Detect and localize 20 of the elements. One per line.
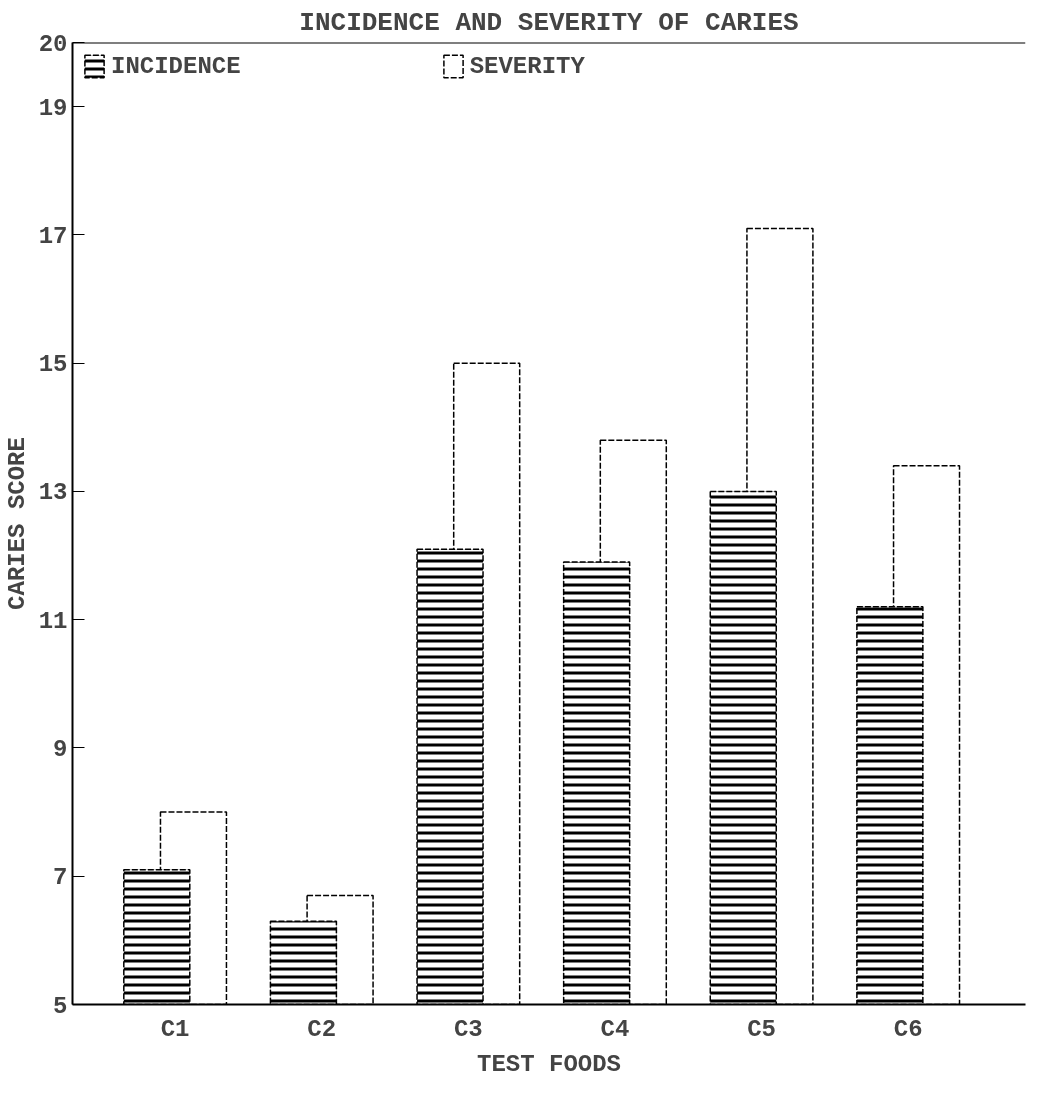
y-axis-title: CARIES SCORE <box>3 437 31 610</box>
y-tick-label: 19 <box>38 94 68 122</box>
y-tick-label: 17 <box>38 222 68 250</box>
legend-label: INCIDENCE <box>111 52 241 80</box>
y-tick-label: 15 <box>38 351 68 379</box>
x-axis-title: TEST FOODS <box>476 1050 622 1078</box>
x-tick-label: C4 <box>600 1015 630 1043</box>
x-tick-label: C6 <box>893 1015 923 1043</box>
y-tick-label: 11 <box>38 607 68 635</box>
x-tick-label: C2 <box>307 1015 337 1043</box>
chart-title: INCIDENCE AND SEVERITY OF CARIES <box>299 7 799 38</box>
x-tick-label: C3 <box>453 1015 483 1043</box>
x-tick-label: C5 <box>747 1015 776 1043</box>
y-tick-label: 5 <box>53 992 68 1020</box>
y-tick-label: 9 <box>53 735 68 763</box>
legend-label: SEVERITY <box>469 52 585 80</box>
x-tick-label: C1 <box>160 1015 190 1043</box>
y-tick-label: 7 <box>53 864 68 892</box>
y-tick-label: 13 <box>38 479 68 507</box>
y-tick-label: 20 <box>38 30 68 58</box>
